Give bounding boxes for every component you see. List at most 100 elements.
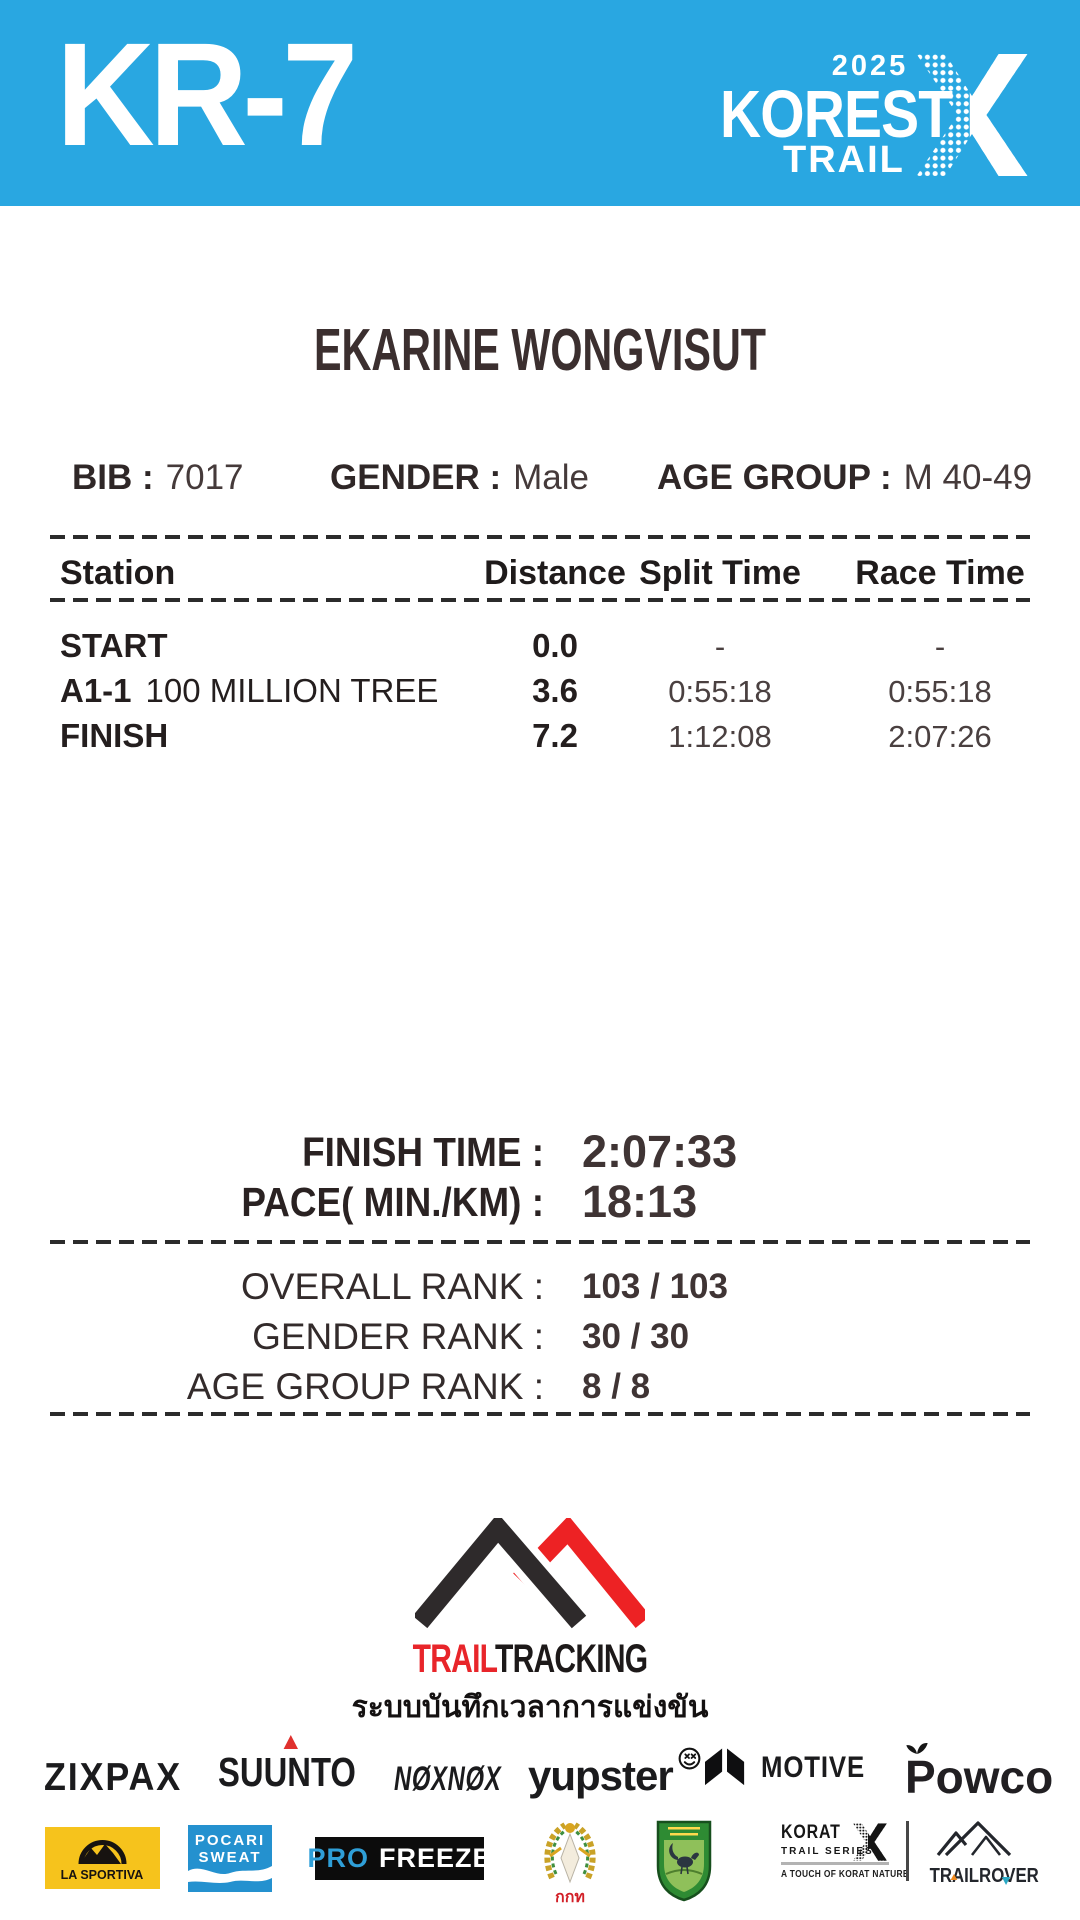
wildlife-sanctuary-emblem xyxy=(656,1820,712,1902)
distance-cell: 3.6 xyxy=(532,672,578,709)
pocari-line2: SWEAT xyxy=(198,1849,261,1866)
trailrover-mountain-icon xyxy=(936,1821,1012,1857)
distance-cell: 7.2 xyxy=(532,717,578,754)
station-code: START xyxy=(60,627,168,664)
table-header-row: Station Distance Split Time Race Time xyxy=(50,554,1030,593)
trailrover-logo: TRAILROVER xyxy=(920,1818,1040,1888)
age-group-value: M 40-49 xyxy=(903,458,1033,497)
logo-title: KOREST xyxy=(720,77,953,152)
pocari-sweat-logo: POCARI SWEAT xyxy=(188,1825,272,1892)
race-code: KR-7 xyxy=(56,13,358,177)
sat-thai-text: กกท xyxy=(555,1889,585,1906)
race-time-cell: 2:07:26 xyxy=(888,719,992,754)
logo-subtitle: TRAIL xyxy=(783,139,905,181)
gender-rank-value: 30 / 30 xyxy=(582,1317,690,1356)
column-header-station: Station xyxy=(60,554,176,592)
divider-dashed xyxy=(50,598,1030,602)
logo-divider-bar xyxy=(906,1821,909,1881)
header-banner: KR-7 2025 KOREST TRAIL xyxy=(0,0,1080,206)
powco-wordmark: Powco xyxy=(905,1751,1054,1803)
sponsor-powco: Powco xyxy=(905,1743,1054,1804)
yupster-wordmark: yupster xyxy=(528,1752,674,1799)
station-cell: A1-1 100 MILLION TREE xyxy=(50,672,480,710)
trailrover-wordmark: TRAILROVER xyxy=(930,1865,1039,1888)
race-time-cell: - xyxy=(934,629,946,664)
station-code: A1-1 xyxy=(60,672,132,709)
column-header-split-time: Split Time xyxy=(639,554,801,592)
pocari-line1: POCARI xyxy=(195,1832,265,1849)
station-code: FINISH xyxy=(60,717,169,754)
korat-divider-line xyxy=(781,1862,889,1865)
bib-label: BIB : xyxy=(72,458,154,497)
table-row: A1-1 100 MILLION TREE 3.6 0:55:18 0:55:18 xyxy=(50,672,1030,710)
sponsor-motive: MOTIVE xyxy=(702,1746,882,1790)
trailrover-v-triangle-icon xyxy=(1001,1877,1011,1885)
smiley-icon xyxy=(678,1747,701,1770)
table-row: FINISH 7.2 1:12:08 2:07:26 xyxy=(50,717,1030,755)
motive-icon xyxy=(705,1748,745,1786)
station-cell: START xyxy=(50,627,480,665)
split-time-cell: 1:12:08 xyxy=(668,719,772,754)
korest-x-icon xyxy=(916,54,1028,176)
pace-label: PACE( MIN./KM) : xyxy=(241,1179,544,1225)
sponsor-noxnox: NØXNØX xyxy=(394,1760,502,1798)
pocari-wave xyxy=(188,1866,272,1883)
trailtracking-word-tracking: TRACKING xyxy=(495,1637,648,1681)
gender-rank-label: GENDER RANK : xyxy=(252,1316,544,1357)
korat-tagline: A TOUCH OF KORAT NATURE xyxy=(781,1869,909,1880)
pace-value: 18:13 xyxy=(582,1176,698,1227)
logo-year: 2025 xyxy=(831,50,909,82)
runner-info-row: BIB : 7017 GENDER : Male AGE GROUP : M 40-4… xyxy=(0,458,1080,506)
la-sportiva-logo: LA SPORTIVA xyxy=(45,1827,160,1889)
gender-label: GENDER : xyxy=(330,458,502,497)
age-group-group: AGE GROUP : M 40-49 xyxy=(657,458,1032,498)
trailrover-text: TRAILROVER xyxy=(929,1865,1039,1887)
bib-group: BIB : 7017 xyxy=(72,458,244,498)
overall-rank-label: OVERALL RANK : xyxy=(241,1266,544,1307)
runner-name: EKARINE WONGVISUT xyxy=(313,317,767,383)
la-sportiva-wordmark: LA SPORTIVA xyxy=(61,1868,144,1882)
finish-time-value: 2:07:33 xyxy=(582,1126,738,1177)
gender-group: GENDER : Male xyxy=(330,458,589,498)
divider-dashed xyxy=(50,1412,1030,1416)
splits-table: Station Distance Split Time Race Time ST… xyxy=(50,524,1030,764)
finish-time-label: FINISH TIME : xyxy=(302,1129,544,1175)
station-name: 100 MILLION TREE xyxy=(145,672,439,709)
sponsor-suunto: SUUNTO xyxy=(218,1735,356,1796)
gender-value: Male xyxy=(513,458,589,497)
overall-rank-value: 103 / 103 xyxy=(582,1267,728,1306)
race-time-cell: 0:55:18 xyxy=(888,674,992,709)
sponsor-yupster: yupster xyxy=(528,1747,701,1800)
trailrover-a-triangle-icon xyxy=(950,1874,958,1880)
pro-freeze-logo: PRO FREEZE xyxy=(307,1837,491,1880)
column-header-race-time: Race Time xyxy=(855,554,1025,592)
table-row: START 0.0 - - xyxy=(50,627,1030,665)
split-time-cell: 0:55:18 xyxy=(668,674,772,709)
korat-wordmark: KORAT xyxy=(781,1822,841,1843)
column-header-distance: Distance xyxy=(484,554,626,592)
divider-dashed xyxy=(50,535,1030,539)
age-group-label: AGE GROUP : xyxy=(657,458,892,497)
distance-cell: 0.0 xyxy=(532,627,578,664)
age-group-rank-value: 8 / 8 xyxy=(582,1367,651,1406)
trailtracking-thai-tagline: ระบบบันทึกเวลาการแข่งขัน xyxy=(351,1691,709,1724)
suunto-triangle-icon xyxy=(283,1735,298,1749)
sat-emblem: กกท xyxy=(544,1822,596,1906)
trailtracking-mountain-icon xyxy=(415,1518,645,1630)
pro-freeze-word-pro: PRO xyxy=(307,1843,369,1873)
korat-trail-series-logo: KORAT TRAIL SERIES A TOUCH OF KORAT NATU… xyxy=(781,1822,909,1880)
split-time-cell: - xyxy=(714,629,726,664)
korat-x-icon xyxy=(853,1823,887,1861)
korat-sub-wordmark: TRAIL SERIES xyxy=(781,1846,874,1857)
bib-value: 7017 xyxy=(165,458,244,497)
sponsor-zixpax: ZIXPAX xyxy=(44,1756,182,1799)
sprout-icon xyxy=(906,1743,928,1754)
trailtracking-wordmark: TRAILTRACKING xyxy=(133,1637,928,1682)
trailtracking-word-trail: TRAIL xyxy=(412,1637,496,1681)
motive-wordmark: MOTIVE xyxy=(761,1751,866,1784)
pro-freeze-word-freeze: FREEZE xyxy=(379,1843,492,1873)
divider-dashed xyxy=(50,1240,1030,1244)
age-group-rank-label: AGE GROUP RANK : xyxy=(186,1366,544,1407)
station-cell: FINISH xyxy=(50,717,480,755)
